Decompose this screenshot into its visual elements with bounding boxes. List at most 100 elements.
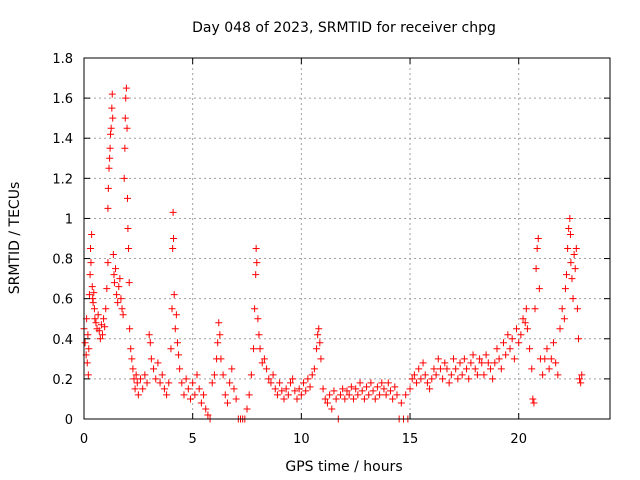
data-point — [160, 385, 168, 393]
data-point — [426, 385, 434, 393]
plot-frame — [83, 57, 611, 420]
data-point — [91, 315, 99, 323]
data-point — [570, 251, 578, 259]
data-point — [456, 359, 464, 367]
data-point — [88, 283, 96, 291]
chart-title: Day 048 of 2023, SRMTID for receiver chp… — [192, 20, 496, 36]
x-tick-label: 0 — [80, 432, 88, 447]
data-point — [87, 259, 95, 267]
data-point — [269, 371, 277, 379]
data-point — [134, 391, 142, 399]
data-point — [200, 391, 208, 399]
data-point — [172, 311, 180, 319]
data-point — [499, 339, 507, 347]
data-point — [250, 345, 258, 353]
data-point — [90, 289, 98, 297]
data-point — [323, 399, 331, 407]
data-point — [531, 305, 539, 313]
data-point — [419, 359, 427, 367]
data-point — [191, 391, 199, 399]
x-tick-label: 15 — [402, 432, 419, 447]
data-point — [109, 251, 117, 259]
data-point — [571, 265, 579, 273]
data-point — [378, 379, 386, 387]
data-point — [253, 259, 261, 267]
data-point — [515, 339, 523, 347]
data-point — [105, 164, 113, 172]
data-point — [169, 245, 177, 253]
data-point — [445, 379, 453, 387]
data-point — [282, 385, 290, 393]
data-point — [328, 405, 336, 413]
data-point — [171, 325, 179, 333]
data-point — [389, 395, 397, 403]
data-point — [473, 371, 481, 379]
data-point — [89, 299, 97, 307]
data-point — [254, 315, 262, 323]
data-point — [558, 305, 566, 313]
data-point — [124, 224, 132, 232]
data-point — [319, 385, 327, 393]
data-point — [350, 395, 358, 403]
data-point — [88, 230, 96, 238]
data-point — [380, 385, 388, 393]
data-point — [508, 335, 516, 343]
data-point — [263, 365, 271, 373]
data-point — [107, 124, 115, 132]
data-point — [528, 365, 536, 373]
data-point — [510, 355, 518, 363]
data-point — [96, 335, 104, 343]
data-point — [104, 259, 112, 267]
data-point — [521, 319, 529, 327]
data-point — [469, 351, 477, 359]
data-point — [108, 90, 116, 98]
data-point — [252, 271, 260, 279]
y-tick-label: 0.8 — [52, 253, 73, 268]
data-point — [223, 399, 231, 407]
data-point — [565, 224, 573, 232]
data-point — [121, 114, 129, 122]
data-point — [95, 327, 103, 335]
data-point — [133, 379, 141, 387]
data-point — [454, 375, 462, 383]
data-point — [573, 305, 581, 313]
data-point — [428, 375, 436, 383]
data-point — [147, 355, 155, 363]
data-point — [367, 379, 375, 387]
data-point — [476, 355, 484, 363]
data-point — [441, 359, 449, 367]
data-point — [81, 339, 89, 347]
data-point — [84, 371, 92, 379]
data-point — [568, 275, 576, 283]
data-point — [513, 325, 521, 333]
data-point — [491, 359, 499, 367]
data-point — [291, 387, 299, 395]
data-point — [170, 291, 178, 299]
data-point — [574, 335, 582, 343]
data-point — [436, 365, 444, 373]
data-point — [489, 375, 497, 383]
data-point — [114, 299, 122, 307]
data-point — [576, 375, 584, 383]
data-point — [408, 375, 416, 383]
data-point — [572, 245, 580, 253]
data-point — [293, 395, 301, 403]
data-point — [563, 271, 571, 279]
data-point — [439, 375, 447, 383]
data-point — [208, 379, 216, 387]
data-point — [410, 371, 418, 379]
data-point — [535, 285, 543, 293]
data-point — [326, 391, 334, 399]
data-point — [145, 331, 153, 339]
data-point — [85, 345, 93, 353]
y-tick-label: 0.2 — [52, 373, 73, 388]
data-point — [458, 371, 466, 379]
data-point — [232, 395, 240, 403]
data-point — [141, 371, 149, 379]
data-point — [534, 235, 542, 242]
data-point — [523, 325, 531, 333]
data-point — [178, 379, 186, 387]
y-tick-label: 1.6 — [52, 92, 73, 107]
data-point — [273, 391, 281, 399]
data-point — [184, 385, 192, 393]
